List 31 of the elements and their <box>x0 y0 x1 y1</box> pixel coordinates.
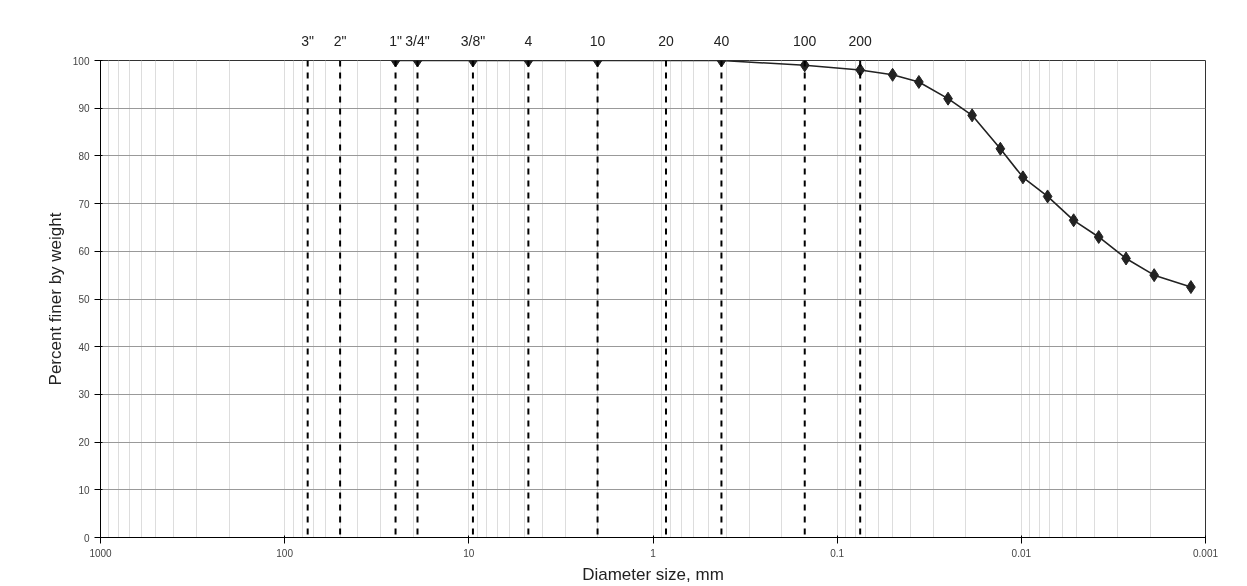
y-axis-title: Percent finer by weight <box>45 212 65 386</box>
text: 10 <box>589 32 606 49</box>
y-tick-label: 70 <box>78 198 90 210</box>
y-tick-label: 90 <box>78 103 90 115</box>
text: 3/4" <box>405 32 430 49</box>
text: 100 <box>793 32 817 49</box>
y-tick-label: 0 <box>83 532 90 544</box>
text: 40 <box>713 32 730 49</box>
x-tick-label: 1000 <box>89 547 113 559</box>
x-tick-label: 0.01 <box>1011 547 1032 559</box>
x-tick-label: 0.001 <box>1192 547 1219 559</box>
x-tick-label: 1 <box>650 547 657 559</box>
text: 20 <box>658 32 674 49</box>
text: 200 <box>848 32 873 49</box>
x-tick-label: 100 <box>276 547 294 559</box>
y-tick-label: 50 <box>78 294 90 305</box>
x-axis-title: Diameter size, mm <box>582 564 724 584</box>
x-tick-label: 0.1 <box>830 547 845 559</box>
y-tick-label: 30 <box>78 389 90 401</box>
y-tick-label: 10 <box>78 484 90 496</box>
y-tick-label: 20 <box>78 437 90 449</box>
text: 4 <box>524 32 533 49</box>
x-tick-label: 10 <box>463 547 475 559</box>
text: 2" <box>333 32 347 49</box>
y-tick-label: 40 <box>78 341 90 353</box>
text: 3" <box>301 32 315 49</box>
text: 3/8" <box>460 32 486 49</box>
y-tick-label: 60 <box>78 246 90 258</box>
y-tick-label: 80 <box>78 150 90 162</box>
y-tick-label: 100 <box>72 55 90 67</box>
text: 1" <box>389 32 402 49</box>
